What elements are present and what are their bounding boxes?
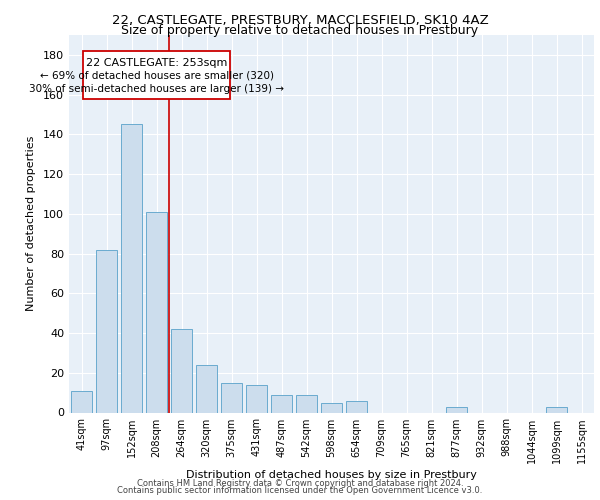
Text: Contains HM Land Registry data © Crown copyright and database right 2024.: Contains HM Land Registry data © Crown c… — [137, 478, 463, 488]
Text: Contains public sector information licensed under the Open Government Licence v3: Contains public sector information licen… — [118, 486, 482, 495]
Bar — [71, 390, 92, 412]
Bar — [121, 124, 142, 412]
Bar — [96, 250, 117, 412]
Bar — [321, 402, 342, 412]
Bar — [346, 400, 367, 412]
Bar — [246, 384, 267, 412]
Text: 30% of semi-detached houses are larger (139) →: 30% of semi-detached houses are larger (… — [29, 84, 284, 94]
Bar — [546, 406, 567, 412]
Bar — [221, 382, 242, 412]
Bar — [446, 406, 467, 412]
Bar — [83, 51, 230, 98]
Text: Size of property relative to detached houses in Prestbury: Size of property relative to detached ho… — [121, 24, 479, 37]
Text: 22, CASTLEGATE, PRESTBURY, MACCLESFIELD, SK10 4AZ: 22, CASTLEGATE, PRESTBURY, MACCLESFIELD,… — [112, 14, 488, 27]
Bar — [146, 212, 167, 412]
X-axis label: Distribution of detached houses by size in Prestbury: Distribution of detached houses by size … — [186, 470, 477, 480]
Bar — [271, 394, 292, 412]
Text: ← 69% of detached houses are smaller (320): ← 69% of detached houses are smaller (32… — [40, 70, 274, 81]
Y-axis label: Number of detached properties: Number of detached properties — [26, 136, 36, 312]
Text: 22 CASTLEGATE: 253sqm: 22 CASTLEGATE: 253sqm — [86, 58, 227, 68]
Bar — [296, 394, 317, 412]
Bar — [196, 365, 217, 412]
Bar — [171, 329, 192, 412]
